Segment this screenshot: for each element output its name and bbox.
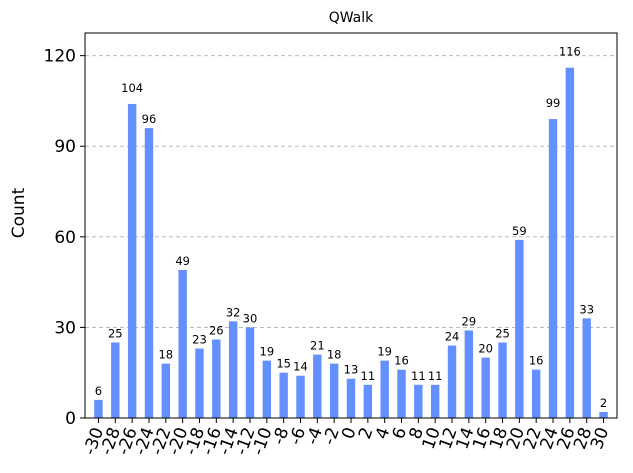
bar-value-label: 30 (243, 311, 258, 325)
bar-value-label: 2 (600, 396, 607, 410)
bar (582, 318, 591, 418)
bar (599, 411, 608, 418)
bar-value-label: 15 (276, 357, 291, 371)
bar-value-label: 49 (175, 254, 190, 268)
bar-value-label: 18 (158, 348, 173, 362)
bar-value-label: 20 (478, 342, 493, 356)
bar-value-label: 11 (411, 369, 426, 383)
bar (94, 399, 103, 418)
bar-value-label: 99 (546, 96, 561, 110)
bar-value-label: 116 (559, 45, 581, 59)
x-axis: -30-28-26-24-22-20-18-16-14-12-10-8-6-4-… (80, 418, 613, 458)
bar (111, 342, 120, 418)
bar (464, 330, 474, 418)
y-axis: 0 30 60 90 120 (44, 47, 85, 429)
bar (447, 345, 457, 418)
bar (430, 384, 440, 418)
y-axis-label: Count (9, 187, 29, 238)
bar (363, 384, 373, 418)
bar (245, 327, 255, 418)
bar (178, 270, 187, 418)
x-tick-label: -2 (319, 425, 344, 448)
x-tick-label: 30 (587, 425, 613, 452)
bar (296, 375, 305, 418)
bar (414, 384, 423, 418)
bar-value-label: 14 (293, 360, 308, 374)
bar-value-label: 96 (142, 112, 157, 126)
bar (481, 357, 490, 418)
bars (94, 67, 608, 418)
bar-value-label: 33 (579, 302, 594, 316)
bar (127, 103, 137, 418)
bar-value-label: 104 (121, 81, 143, 95)
bar-value-label: 19 (260, 345, 275, 359)
bar (565, 67, 575, 418)
y-tick-label: 30 (54, 318, 76, 338)
bar-value-label: 23 (192, 333, 207, 347)
bar (498, 342, 507, 418)
bar (144, 128, 154, 418)
bar-value-label: 32 (226, 305, 241, 319)
bar-value-label: 26 (209, 323, 224, 337)
bar (397, 369, 406, 418)
y-tick-label: 120 (44, 47, 76, 67)
bar-value-label: 59 (512, 224, 527, 238)
bar-value-label: 16 (394, 354, 409, 368)
bar-value-label: 13 (344, 363, 359, 377)
bar (329, 363, 339, 418)
y-tick-label: 90 (54, 137, 76, 157)
bar (531, 369, 541, 418)
x-tick-label: -8 (269, 425, 294, 448)
bar-value-label: 18 (327, 348, 342, 362)
bar (313, 354, 322, 418)
bar (212, 339, 221, 418)
bar (346, 378, 356, 418)
bar-value-label: 16 (529, 354, 544, 368)
bar-value-label: 11 (428, 369, 443, 383)
x-tick-label: -6 (286, 425, 311, 448)
bar (279, 372, 288, 418)
bar (380, 360, 389, 418)
bar-value-label: 6 (95, 384, 102, 398)
y-tick-label: 60 (54, 228, 76, 248)
bar (548, 119, 558, 418)
y-tick-label: 0 (65, 409, 76, 429)
bar-value-label: 11 (361, 369, 376, 383)
bar (228, 321, 238, 418)
bar (195, 348, 204, 418)
bar-value-label: 25 (495, 327, 510, 341)
bar-value-label: 29 (462, 314, 477, 328)
bar (515, 239, 524, 418)
bar (161, 363, 171, 418)
bar-value-label: 21 (310, 339, 325, 353)
chart-title: QWalk (329, 10, 374, 26)
bar-value-label: 24 (445, 330, 460, 344)
bar-value-label: 25 (108, 327, 123, 341)
y-gridlines (85, 55, 617, 328)
bar (262, 360, 272, 418)
bar-value-label: 19 (377, 345, 392, 359)
x-tick-label: -4 (302, 425, 327, 448)
